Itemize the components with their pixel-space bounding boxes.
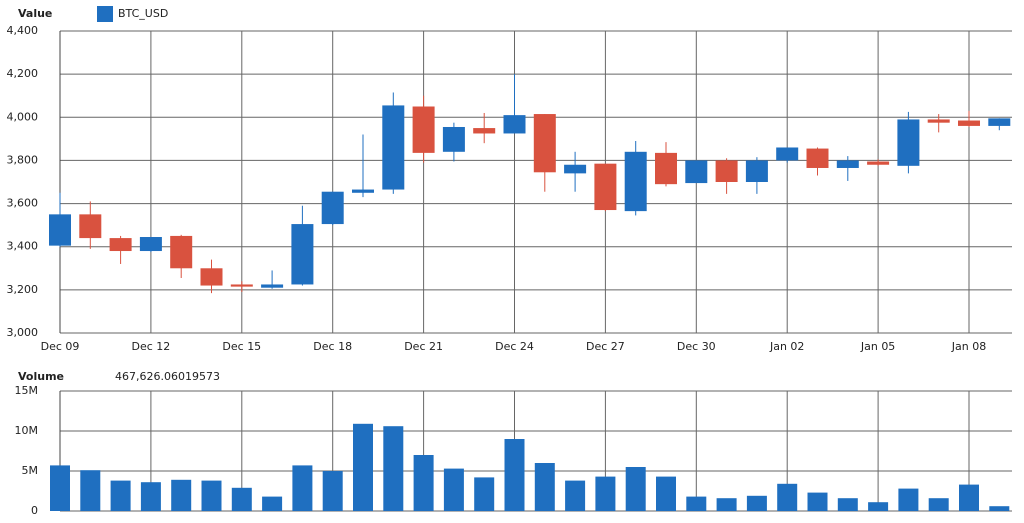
candle-body [261,284,284,288]
bar [292,465,313,511]
candle-body [473,128,496,134]
bar [201,480,222,511]
candle-body [49,214,71,246]
candle-body [533,114,556,173]
candle-body [109,238,132,252]
bar [443,468,464,511]
y-tick-label: 3,600 [7,197,39,210]
x-tick-label: Dec 30 [677,340,716,353]
chart-title: Volume [18,370,64,383]
candle-body [382,105,405,190]
bar [413,455,434,511]
candle-body [564,164,587,174]
y-tick-label: 3,800 [7,153,39,166]
bar [353,423,373,511]
bar [50,465,70,511]
candle-body [624,151,647,212]
candle-body [200,268,223,286]
bar [716,498,737,511]
candle-body [776,147,799,161]
candle-body [655,152,677,185]
candle-body [321,191,344,225]
bar [80,470,101,511]
candle-body [442,126,465,152]
bar [474,477,495,511]
candle-body [867,161,890,165]
bar [837,498,858,511]
legend-label: BTC_USD [118,7,168,20]
candle-body [230,284,253,287]
bar [140,482,161,511]
x-tick-label: Dec 12 [132,340,171,353]
bar [171,479,192,511]
candle-body [170,235,193,269]
candle-body [745,160,768,182]
candle-body [806,148,829,168]
x-tick-label: Jan 08 [951,340,986,353]
x-tick-label: Dec 18 [313,340,352,353]
bar [595,476,616,511]
candle-body [291,224,314,285]
bar [807,492,828,511]
bar [777,483,798,511]
x-tick-label: Dec 27 [586,340,625,353]
y-tick-label: 0 [31,504,38,517]
candle-body [988,118,1011,126]
bar [928,498,949,511]
bar [110,480,131,511]
bar [625,467,646,511]
bar [959,484,979,511]
bar [565,480,586,511]
candle-body [958,120,980,126]
x-tick-label: Jan 05 [860,340,895,353]
chart-title: Value [18,7,52,20]
bar [868,502,889,511]
legend-swatch [97,6,113,22]
x-tick-label: Dec 21 [404,340,443,353]
candle-body [139,237,162,252]
bar [534,463,555,511]
candle-body [927,119,950,123]
candle-body [79,214,102,239]
x-tick-label: Jan 02 [769,340,804,353]
bar [656,476,676,511]
candle-body [836,160,859,168]
y-tick-label: 4,400 [7,24,39,37]
candle-body [685,160,708,184]
bar [231,487,252,511]
x-tick-label: Dec 15 [222,340,261,353]
y-tick-label: 3,200 [7,283,39,296]
candle-body [352,189,374,193]
x-tick-label: Dec 24 [495,340,534,353]
candle-body [503,115,526,134]
candle-body [594,163,617,211]
bar [262,496,283,511]
candle-body [897,119,920,166]
y-tick-label: 15M [15,384,39,397]
x-tick-label: Dec 09 [41,340,80,353]
candle-body [412,106,435,153]
bar [989,506,1010,511]
bar [504,439,525,511]
y-tick-label: 10M [15,424,39,437]
y-tick-label: 4,200 [7,67,39,80]
bar [322,471,343,511]
bar [898,488,919,511]
y-tick-label: 3,400 [7,240,39,253]
bar [746,495,767,511]
y-tick-label: 5M [22,464,39,477]
candle-body [715,160,738,182]
bar [383,426,404,511]
annotation: 467,626.06019573 [115,370,220,383]
y-tick-label: 3,000 [7,326,39,339]
bar [686,496,707,511]
y-tick-label: 4,000 [7,110,39,123]
